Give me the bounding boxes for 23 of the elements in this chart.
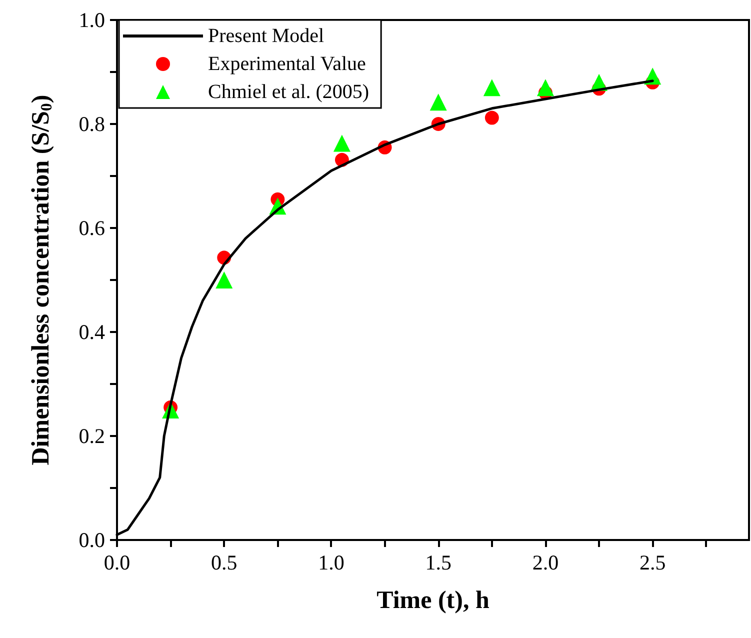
point	[216, 272, 233, 288]
point	[333, 134, 350, 152]
x-axis-title: Time (t), h	[376, 587, 490, 614]
point	[484, 110, 499, 125]
y-axis-title: Dimensionless concentration (S/S0)	[28, 94, 56, 466]
y-tick-label: 0.2	[78, 424, 105, 448]
x-tick-label: 1.0	[318, 550, 344, 574]
x-tick-label: 0.5	[210, 550, 238, 574]
legend-label: Chmiel et al. (2005)	[208, 81, 370, 103]
point	[536, 79, 554, 96]
y-tick-label: 0.4	[78, 320, 106, 344]
y-tick-label: 0.6	[78, 216, 105, 240]
legend-label: Experimental Value	[208, 53, 366, 75]
x-tick-label: 2.5	[639, 550, 666, 574]
point	[483, 79, 500, 96]
y-tick-label: 1.0	[78, 8, 105, 32]
x-tick-label: 2.0	[532, 550, 559, 574]
y-tick-label: 0.0	[78, 528, 105, 552]
x-tick-label: 0.0	[104, 550, 130, 574]
y-tick-label: 0.8	[78, 112, 105, 136]
legend-label: Present Model	[208, 25, 325, 47]
x-tick-label: 1.5	[425, 550, 452, 574]
point	[430, 94, 447, 111]
